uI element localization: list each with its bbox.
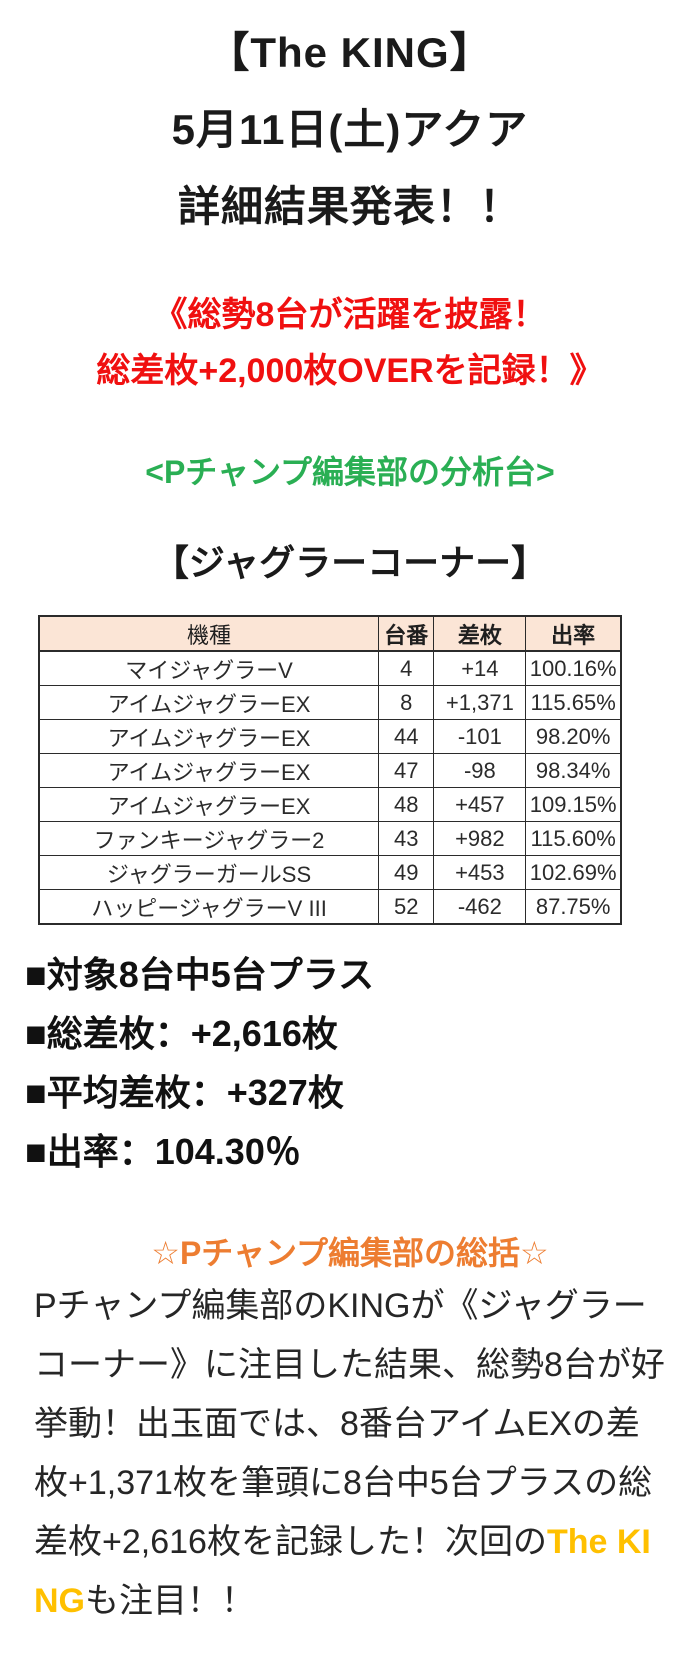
recap-paragraph: Pチャンプ編集部のKINGが《ジャグラーコーナー》に注目した結果、総勢8台が好挙…	[34, 1277, 666, 1631]
machine-name-cell: ファンキージャグラー2	[38, 821, 380, 856]
table-row: アイムジャグラーEX 47 -98 98.34%	[38, 753, 622, 788]
recap-heading: ☆Pチャンプ編集部の総括☆	[151, 1235, 549, 1271]
unit-number-cell: 44	[378, 719, 435, 754]
column-header-unit-number: 台番	[378, 615, 435, 652]
banner-line-1: 《総勢8台が活躍を披露！	[153, 296, 547, 334]
recap-highlight-the-king: The KING	[34, 1523, 651, 1620]
column-header-diff-medals: 差枚	[433, 615, 527, 652]
machine-name-cell: アイムジャグラーEX	[38, 719, 380, 754]
diff-medals-cell: +1,371	[433, 685, 527, 720]
payout-rate-cell: 98.20%	[525, 719, 622, 754]
title-line-3: 詳細結果発表！！	[177, 183, 522, 230]
payout-rate-cell: 98.34%	[525, 753, 622, 788]
payout-rate-cell: 102.69%	[525, 855, 622, 890]
table-row: ファンキージャグラー2 43 +982 115.60%	[38, 821, 622, 856]
unit-number-cell: 4	[378, 650, 435, 686]
machine-name-cell: マイジャグラーV	[38, 650, 380, 686]
machine-name-cell: アイムジャグラーEX	[38, 685, 380, 720]
column-header-payout-rate: 出率	[525, 615, 622, 652]
summary-item-total-diff: ■総差枚：+2,616枚	[25, 1013, 338, 1054]
payout-rate-cell: 87.75%	[525, 889, 622, 925]
page-title: 【The KING】 5月11日(土)アクア 詳細結果発表！！	[0, 0, 700, 245]
unit-number-cell: 49	[378, 855, 435, 890]
payout-rate-cell: 115.65%	[525, 685, 622, 720]
summary-item-plus-count: ■対象8台中5台プラス	[25, 954, 375, 995]
unit-number-cell: 47	[378, 753, 435, 788]
table-row: ジャグラーガールSS 49 +453 102.69%	[38, 855, 622, 890]
diff-medals-cell: -101	[433, 719, 527, 754]
diff-medals-cell: +982	[433, 821, 527, 856]
table-row: アイムジャグラーEX 48 +457 109.15%	[38, 787, 622, 822]
summary-item-average-diff: ■平均差枚：+327枚	[25, 1072, 344, 1113]
payout-rate-cell: 100.16%	[525, 650, 622, 686]
machine-name-cell: ジャグラーガールSS	[38, 855, 380, 890]
diff-medals-cell: +457	[433, 787, 527, 822]
payout-rate-cell: 109.15%	[525, 787, 622, 822]
payout-rate-cell: 115.60%	[525, 821, 622, 856]
summary-block: ■対象8台中5台プラス ■総差枚：+2,616枚 ■平均差枚：+327枚 ■出率…	[0, 945, 700, 1181]
unit-number-cell: 48	[378, 787, 435, 822]
analysis-tag: <Pチャンプ編集部の分析台>	[145, 454, 555, 490]
table-row: マイジャグラーV 4 +14 100.16%	[38, 650, 622, 686]
unit-number-cell: 52	[378, 889, 435, 925]
diff-medals-cell: +14	[433, 650, 527, 686]
highlight-banner: 《総勢8台が活躍を披露！ 総差枚+2,000枚OVERを記録！》	[0, 287, 700, 399]
diff-medals-cell: -462	[433, 889, 527, 925]
table-header-row: 機種 台番 差枚 出率	[38, 615, 622, 652]
title-line-2: 5月11日(土)アクア	[171, 106, 529, 153]
machine-name-cell: アイムジャグラーEX	[38, 787, 380, 822]
unit-number-cell: 43	[378, 821, 435, 856]
title-line-1: 【The KING】	[207, 29, 493, 76]
results-table-wrap: 機種 台番 差枚 出率 マイジャグラーV 4 +14 100.16% アイムジャ…	[38, 615, 662, 925]
table-row: アイムジャグラーEX 8 +1,371 115.65%	[38, 685, 622, 720]
recap-text-after: も注目！！	[85, 1582, 255, 1620]
diff-medals-cell: -98	[433, 753, 527, 788]
section-title-juggler-corner: 【ジャグラーコーナー】	[152, 542, 548, 583]
column-header-machine: 機種	[38, 615, 380, 652]
machine-name-cell: ハッピージャグラーV III	[38, 889, 380, 925]
table-row: アイムジャグラーEX 44 -101 98.20%	[38, 719, 622, 754]
recap-text-before: Pチャンプ編集部のKINGが《ジャグラーコーナー》に注目した結果、総勢8台が好挙…	[34, 1287, 665, 1561]
summary-item-payout-rate: ■出率：104.30％	[25, 1131, 301, 1172]
unit-number-cell: 8	[378, 685, 435, 720]
diff-medals-cell: +453	[433, 855, 527, 890]
table-row: ハッピージャグラーV III 52 -462 87.75%	[38, 889, 622, 925]
machine-name-cell: アイムジャグラーEX	[38, 753, 380, 788]
analysis-tag-block: <Pチャンプ編集部の分析台>	[0, 450, 700, 494]
results-table: 機種 台番 差枚 出率 マイジャグラーV 4 +14 100.16% アイムジャ…	[38, 615, 622, 925]
banner-line-2: 総差枚+2,000枚OVERを記録！》	[96, 352, 604, 390]
